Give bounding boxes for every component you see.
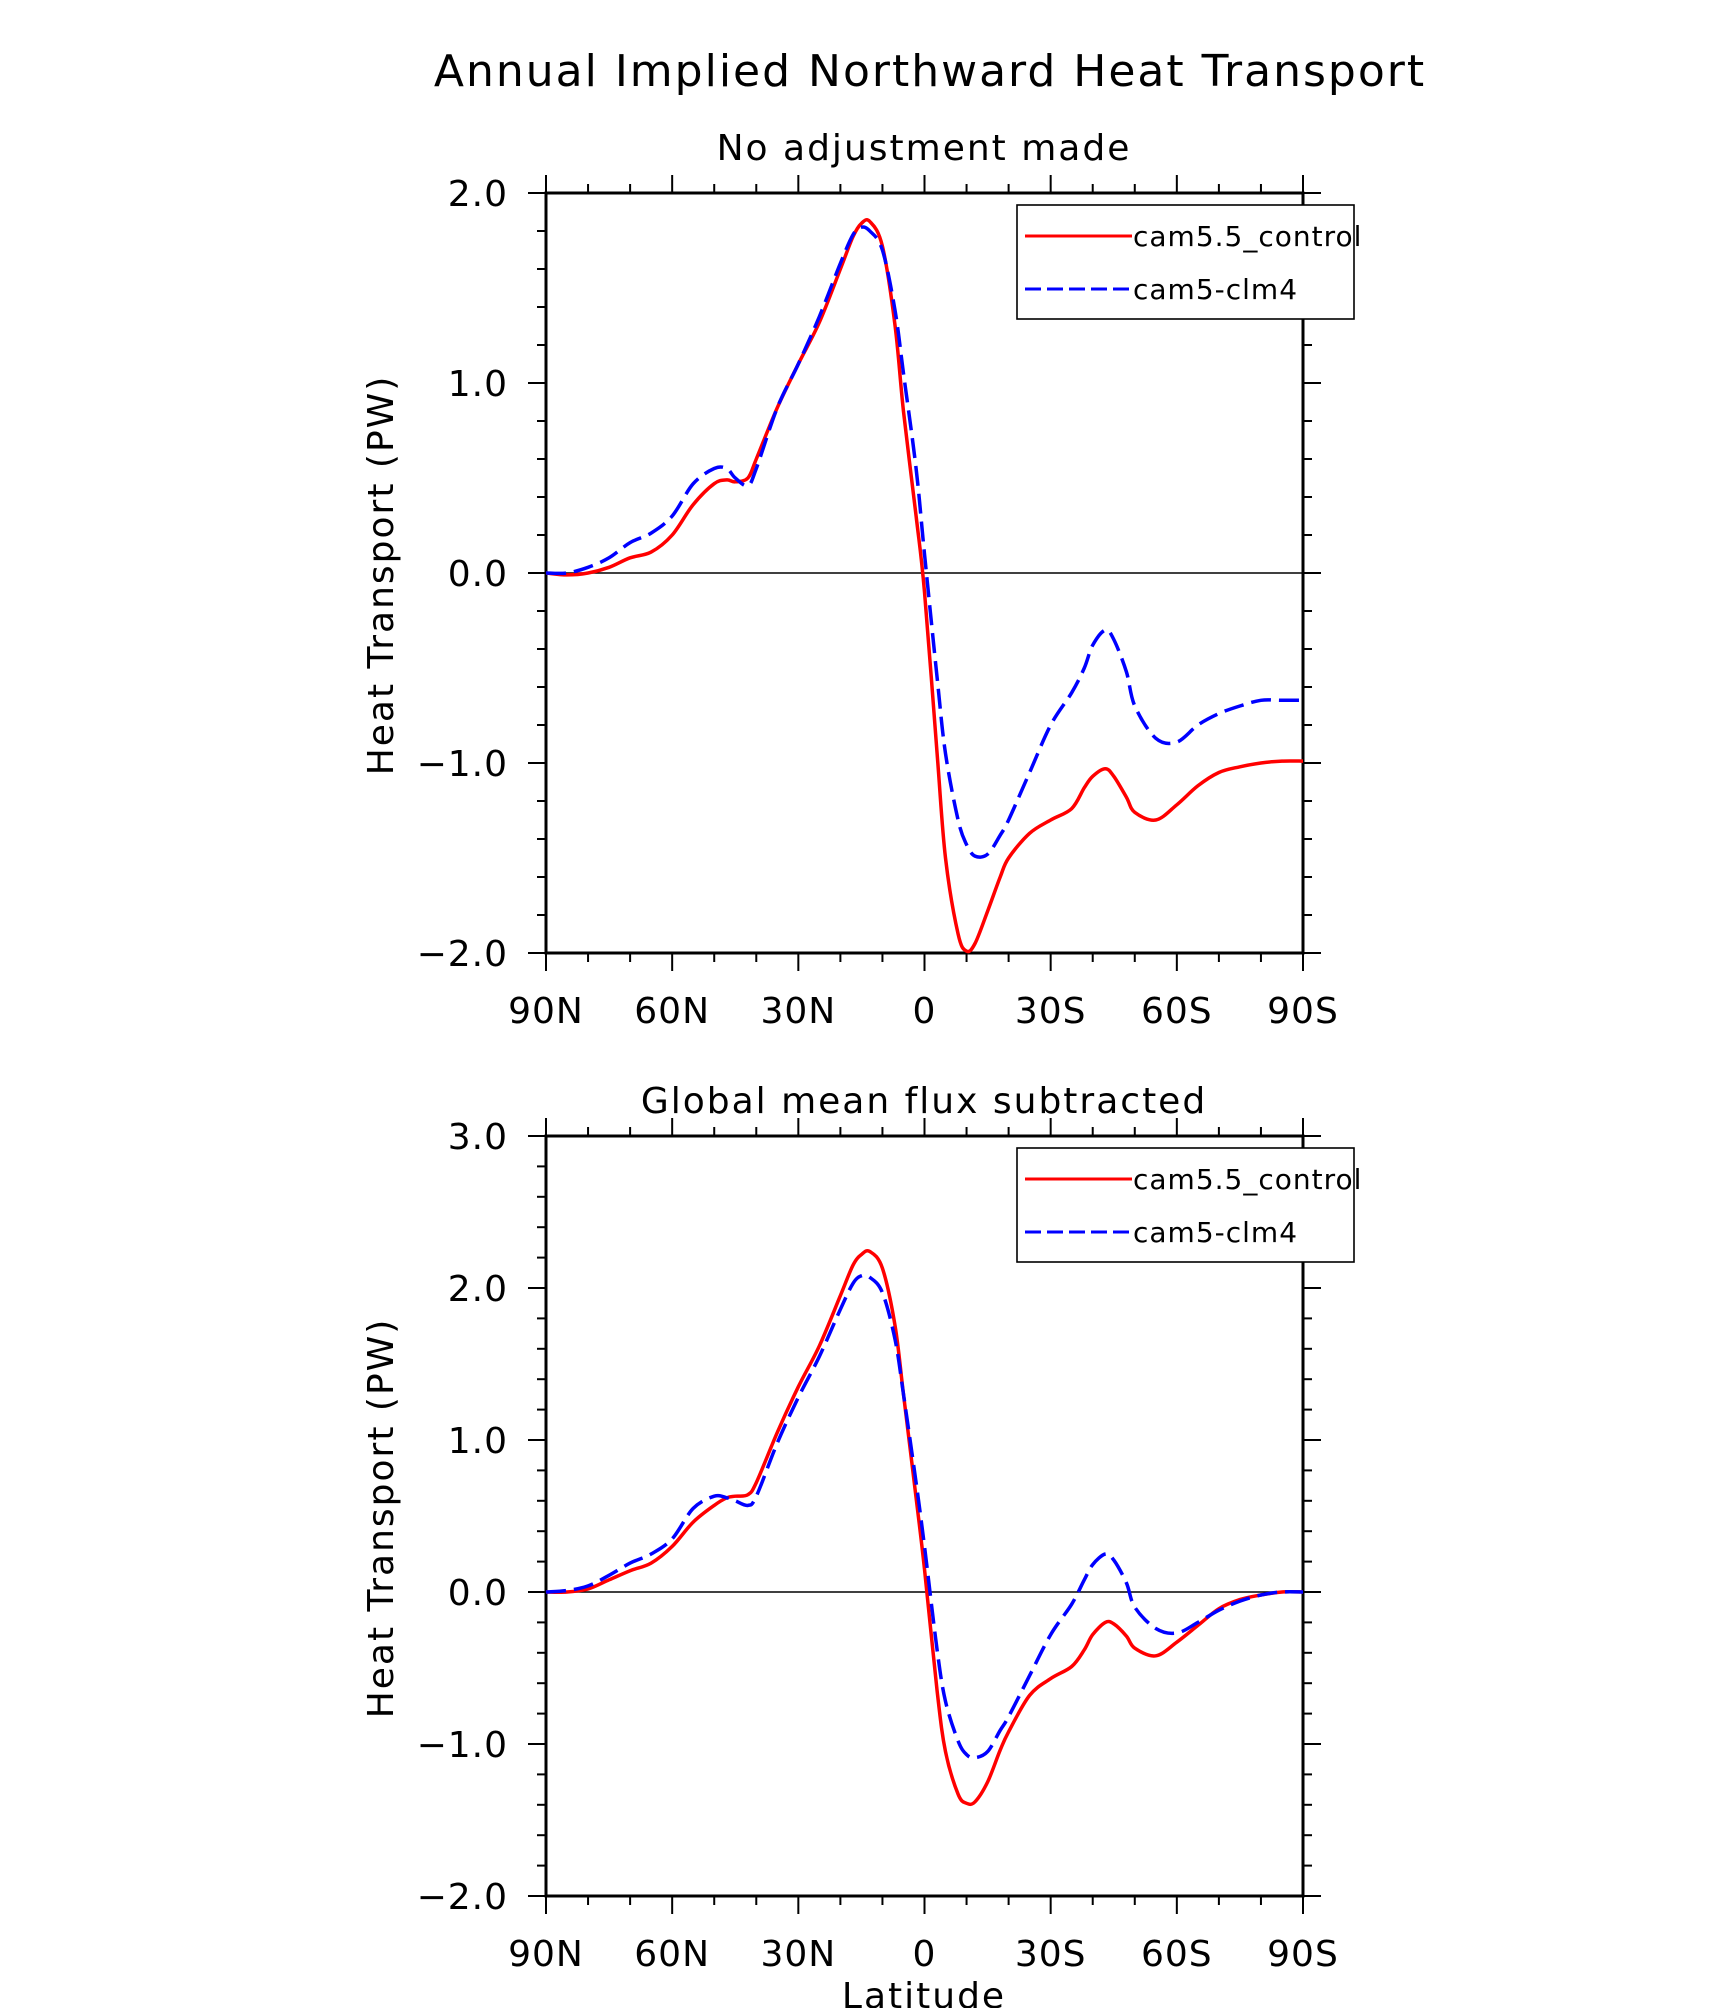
y-tick-label: 2.0 xyxy=(448,1269,508,1310)
x-tick-label: 90N xyxy=(508,991,584,1032)
x-tick-label: 90S xyxy=(1267,1934,1339,1975)
y-tick-label: 3.0 xyxy=(448,1117,508,1158)
chart-panel-top: No adjustment made Heat Transport (PW) 9… xyxy=(361,128,1362,1032)
legend-label: cam5-clm4 xyxy=(1133,273,1298,306)
y-tick-label: −1.0 xyxy=(417,744,508,785)
series-line-cam5-clm4 xyxy=(545,225,1303,859)
legend-box xyxy=(1016,1147,1355,1263)
y-tick-label: −1.0 xyxy=(417,1725,508,1766)
x-tick-label: 30N xyxy=(760,1934,836,1975)
legend-label: cam5.5_control xyxy=(1133,1163,1362,1196)
y-tick-label: 0.0 xyxy=(448,554,508,595)
y-tick-label: 1.0 xyxy=(448,1421,508,1462)
y-tick-label: −2.0 xyxy=(417,1877,508,1918)
chart-title-bottom: Global mean flux subtracted xyxy=(641,1081,1207,1122)
x-tick-label: 90S xyxy=(1267,991,1339,1032)
x-tick-label: 0 xyxy=(913,1934,937,1975)
y-axis-label-top: Heat Transport (PW) xyxy=(361,375,402,776)
series-line-cam5-clm4 xyxy=(545,1273,1304,1760)
y-axis-label-bottom: Heat Transport (PW) xyxy=(361,1318,402,1719)
x-axis-label: Latitude xyxy=(842,1976,1006,2008)
y-tick-label: 2.0 xyxy=(448,174,508,215)
y-tick-label: 1.0 xyxy=(448,364,508,405)
legend-top: cam5.5_control cam5-clm4 xyxy=(1016,204,1362,320)
series-line-cam5-5-control xyxy=(545,218,1304,954)
chart-panel-bottom: Global mean flux subtracted Heat Transpo… xyxy=(361,1081,1362,1975)
legend-box xyxy=(1016,204,1355,320)
legend-label: cam5.5_control xyxy=(1133,220,1362,253)
x-tick-label: 60S xyxy=(1141,1934,1213,1975)
x-tick-label: 30N xyxy=(760,991,836,1032)
chart-title-top: No adjustment made xyxy=(717,128,1132,169)
legend-bottom: cam5.5_control cam5-clm4 xyxy=(1016,1147,1362,1263)
x-tick-label: 30S xyxy=(1015,991,1087,1032)
legend-label: cam5-clm4 xyxy=(1133,1216,1298,1249)
figure-title: Annual Implied Northward Heat Transport xyxy=(434,46,1426,97)
x-tick-label: 30S xyxy=(1015,1934,1087,1975)
x-tick-label: 60N xyxy=(634,991,710,1032)
x-tick-label: 0 xyxy=(913,991,937,1032)
x-tick-label: 60N xyxy=(634,1934,710,1975)
series-line-cam5-5-control xyxy=(545,1248,1304,1807)
y-tick-label: −2.0 xyxy=(417,934,508,975)
x-tick-label: 60S xyxy=(1141,991,1213,1032)
x-tick-label: 90N xyxy=(508,1934,584,1975)
y-tick-label: 0.0 xyxy=(448,1573,508,1614)
